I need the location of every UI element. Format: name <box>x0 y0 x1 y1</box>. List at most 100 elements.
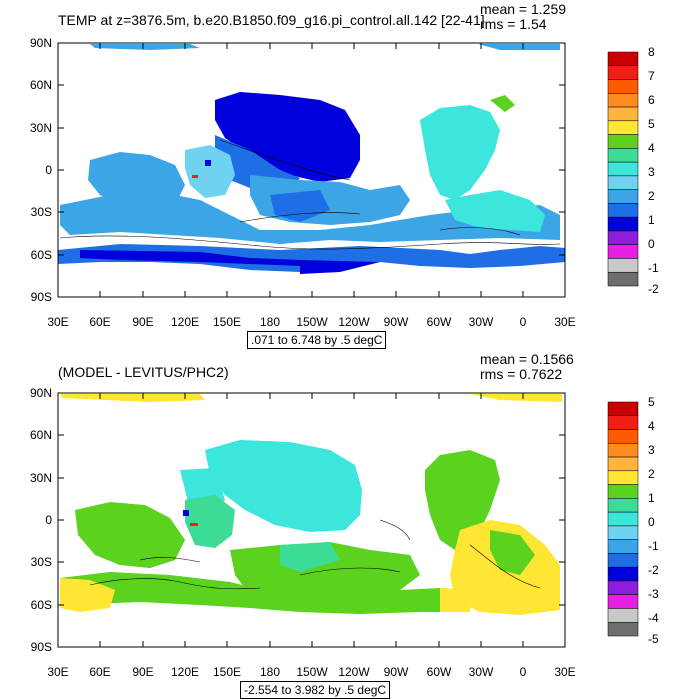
bottom-ytick-label: 60N <box>29 428 52 442</box>
bottom-colorbar <box>607 401 639 637</box>
top-xtick-label: 150E <box>212 315 242 329</box>
top-ytick-label: 90N <box>29 36 52 50</box>
colorbar-swatch <box>607 498 639 513</box>
top-xtick-label: 120W <box>338 315 370 329</box>
colorbar-swatch <box>607 203 639 218</box>
bottom-mean-stat: mean = 0.1566 <box>480 351 574 367</box>
bottom-xtick-label: 0 <box>519 665 527 679</box>
bottom-colorbar-label: -5 <box>648 632 659 646</box>
colorbar-swatch <box>607 594 639 609</box>
colorbar-swatch <box>607 148 639 163</box>
top-colorbar-label: -2 <box>648 282 659 296</box>
bottom-ytick-label: 90N <box>29 386 52 400</box>
bottom-xtick-label: 120E <box>170 665 200 679</box>
top-colorbar-label: 2 <box>648 189 655 203</box>
bottom-xtick-label: 150E <box>212 665 242 679</box>
bottom-colorbar-label: -3 <box>648 587 659 601</box>
colorbar-swatch <box>607 230 639 245</box>
colorbar-swatch <box>607 175 639 190</box>
bottom-xtick-label: 180 <box>259 665 281 679</box>
colorbar-swatch <box>607 539 639 554</box>
top-ytick-label: 0 <box>45 163 52 177</box>
top-mean-stat: mean = 1.259 <box>480 1 567 17</box>
bottom-map-panel: (MODEL - LEVITUS/PHC2) mean = 0.1566 rms… <box>0 350 700 700</box>
bottom-xtick-label: 30E <box>554 665 576 679</box>
top-axis-ticks <box>57 42 565 298</box>
colorbar-swatch <box>607 401 639 417</box>
colorbar-swatch <box>607 93 639 108</box>
top-xtick-label: 120E <box>170 315 200 329</box>
top-ocean-field <box>58 44 565 274</box>
top-colorbar <box>607 51 639 287</box>
colorbar-swatch <box>607 553 639 568</box>
bottom-contour-range-label: -2.554 to 3.982 by .5 degC <box>240 681 391 699</box>
top-xtick-label: 90W <box>383 315 409 329</box>
top-contour-range-label: .071 to 6.748 by .5 degC <box>247 331 387 349</box>
bottom-xtick-label: 120W <box>338 665 370 679</box>
bottom-ytick-label: 0 <box>45 513 52 527</box>
bottom-map-svg <box>57 392 639 648</box>
top-colorbar-label: 0 <box>648 237 655 251</box>
top-xtick-label: 30E <box>47 315 69 329</box>
bottom-xtick-label: 30W <box>468 665 494 679</box>
top-xtick-label: 90E <box>132 315 154 329</box>
bottom-xtick-label: 150W <box>296 665 328 679</box>
bottom-colorbar-label: 5 <box>648 395 655 409</box>
colorbar-swatch <box>607 415 639 430</box>
bottom-xtick-label: 90E <box>132 665 154 679</box>
bottom-ytick-label: 30S <box>30 555 52 569</box>
bottom-colorbar-label: 0 <box>648 515 655 529</box>
top-ytick-label: 30N <box>29 121 52 135</box>
colorbar-swatch <box>607 525 639 540</box>
colorbar-swatch <box>607 566 639 582</box>
top-xtick-label: 60W <box>426 315 452 329</box>
colorbar-swatch <box>607 244 639 259</box>
top-map-title: TEMP at z=3876.5m, b.e20.B1850.f09_g16.p… <box>58 12 485 28</box>
bottom-xtick-label: 60W <box>426 665 452 679</box>
top-colorbar-label: 5 <box>648 117 655 131</box>
colorbar-swatch <box>607 429 639 444</box>
colorbar-swatch <box>607 511 639 527</box>
colorbar-swatch <box>607 106 639 122</box>
colorbar-swatch <box>607 443 639 458</box>
bottom-xtick-label: 90W <box>383 665 409 679</box>
top-colorbar-label: 8 <box>648 45 655 59</box>
colorbar-swatch <box>607 51 639 67</box>
bottom-rms-stat: rms = 0.7622 <box>480 366 563 382</box>
top-map-svg <box>57 42 639 298</box>
colorbar-swatch <box>607 120 639 135</box>
colorbar-swatch <box>607 580 639 595</box>
colorbar-swatch <box>607 484 639 499</box>
top-ytick-label: 90S <box>30 290 52 304</box>
top-map-panel: TEMP at z=3876.5m, b.e20.B1850.f09_g16.p… <box>29 1 659 349</box>
bottom-colorbar-label: -2 <box>648 563 659 577</box>
top-colorbar-label: -1 <box>648 261 659 275</box>
colorbar-swatch <box>607 189 639 204</box>
bottom-colorbar-label: -1 <box>648 539 659 553</box>
top-colorbar-label: 6 <box>648 93 655 107</box>
bottom-ocean-field <box>60 394 562 615</box>
colorbar-swatch <box>607 134 639 149</box>
top-colorbar-label: 7 <box>648 69 655 83</box>
top-xtick-label: 60E <box>89 315 111 329</box>
top-colorbar-label: 1 <box>648 213 655 227</box>
colorbar-swatch <box>607 470 639 485</box>
top-colorbar-label: 3 <box>648 165 655 179</box>
colorbar-swatch <box>607 216 639 232</box>
bottom-map-title: (MODEL - LEVITUS/PHC2) <box>58 364 229 380</box>
colorbar-swatch <box>607 65 639 80</box>
colorbar-swatch <box>607 621 639 637</box>
bottom-colorbar-label: 1 <box>648 491 655 505</box>
bottom-xtick-label: 30E <box>47 665 69 679</box>
colorbar-swatch <box>607 271 639 287</box>
bottom-colorbar-label: 2 <box>648 467 655 481</box>
colorbar-swatch <box>607 161 639 177</box>
colorbar-swatch <box>607 258 639 273</box>
top-xtick-label: 180 <box>259 315 281 329</box>
bottom-ytick-label: 60S <box>30 598 52 612</box>
top-xtick-label: 30E <box>554 315 576 329</box>
colorbar-swatch <box>607 608 639 623</box>
colorbar-swatch <box>607 456 639 472</box>
top-rms-stat: rms = 1.54 <box>480 16 547 32</box>
bottom-colorbar-label: -4 <box>648 611 659 625</box>
